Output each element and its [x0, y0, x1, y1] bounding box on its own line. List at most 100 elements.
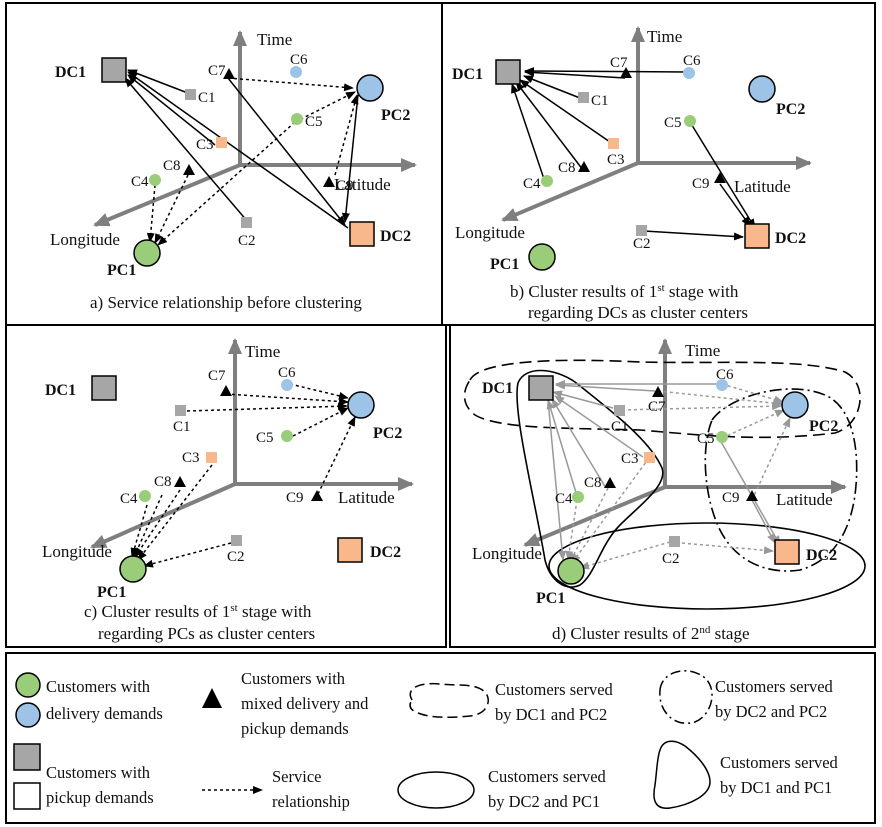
- c9-node: [714, 172, 726, 183]
- c9-label: C9: [336, 178, 354, 194]
- legend-border: [5, 652, 876, 824]
- c7-node: [220, 385, 232, 396]
- c9-node: [746, 490, 758, 501]
- c7-label: C7: [208, 63, 226, 79]
- c2-label: C2: [238, 233, 256, 249]
- dc1-node: [91, 375, 117, 401]
- legend-tri-text1: Customers with: [241, 669, 346, 688]
- c6-node: [281, 379, 293, 391]
- c4-label: C4: [555, 491, 573, 507]
- c6-label: C6: [290, 52, 308, 68]
- c5-label: C5: [305, 114, 323, 130]
- longitude-axis: [501, 161, 639, 222]
- legend-white-square: [13, 782, 41, 810]
- caption-b-line2: regarding DCs as cluster centers: [528, 303, 748, 322]
- latitude-label: Latitude: [338, 488, 395, 507]
- c2-node: [241, 217, 252, 228]
- time-label: Time: [257, 30, 292, 49]
- legend: Customers with delivery demands Customer…: [13, 669, 839, 811]
- pc2-node: [748, 75, 776, 103]
- longitude-axis: [93, 163, 241, 227]
- c5-label: C5: [697, 431, 715, 447]
- longitude-label: Longitude: [42, 542, 112, 561]
- legend-green-text2: delivery demands: [46, 704, 163, 723]
- legend-green-circle: [15, 672, 41, 698]
- c4-node: [139, 490, 151, 502]
- dc2-node: [349, 221, 375, 247]
- latitude-label: Latitude: [776, 490, 833, 509]
- c1-label: C1: [198, 90, 216, 106]
- legend-shape-text2: by DC1 and PC1: [720, 778, 832, 797]
- dc2-node: [774, 539, 800, 565]
- pc2-node: [347, 391, 375, 419]
- c4-node: [149, 174, 161, 186]
- dc1-node: [495, 59, 521, 85]
- panel-c: Time Latitude Longitude DC1 PC2 DC2 PC1 …: [42, 338, 414, 643]
- panel-d-border: [449, 324, 876, 648]
- c6-node: [716, 379, 728, 391]
- cluster-dc2-pc1: [548, 522, 866, 610]
- caption-a: a) Service relationship before clusterin…: [90, 293, 362, 312]
- c3-node: [216, 137, 227, 148]
- legend-closed-shape: [653, 740, 711, 809]
- c3-node: [206, 452, 217, 463]
- cluster-dc1-pc2: [463, 359, 861, 439]
- pc1-node: [133, 239, 161, 267]
- dc2-label: DC2: [370, 544, 401, 561]
- c5-node: [281, 430, 293, 442]
- panel-a: Time Latitude Longitude DC1 PC2 DC2 PC1 …: [50, 30, 417, 312]
- legend-gray-square: [13, 743, 41, 771]
- panel-b: Time Latitude Longitude DC1 PC2 DC2 PC1 …: [452, 26, 812, 322]
- caption-c-line2: regarding PCs as cluster centers: [98, 624, 315, 643]
- cluster-dc1-pc1: [516, 369, 664, 588]
- legend-dash-text1: Customers served: [495, 680, 614, 699]
- c3-label: C3: [196, 137, 214, 153]
- dc1-node: [101, 57, 127, 83]
- service-arrows: [511, 67, 756, 241]
- c3-label: C3: [182, 450, 200, 466]
- c4-label: C4: [120, 491, 138, 507]
- dc1-label: DC1: [55, 64, 86, 81]
- legend-sq-text1: Customers with: [46, 763, 151, 782]
- c7-label: C7: [648, 399, 666, 415]
- c1-label: C1: [611, 419, 629, 435]
- legend-dashdot-text2: by DC2 and PC2: [715, 702, 827, 721]
- legend-dashed-shape: [409, 682, 489, 718]
- legend-dashdot-text1: Customers served: [715, 677, 834, 696]
- pc2-label: PC2: [373, 425, 402, 442]
- c3-label: C3: [607, 152, 625, 168]
- c8-label: C8: [163, 158, 181, 174]
- c2-node: [669, 536, 680, 547]
- c2-node: [231, 535, 242, 546]
- panel-c-border: [5, 324, 447, 648]
- dc2-label: DC2: [806, 547, 837, 564]
- c6-label: C6: [716, 367, 734, 383]
- longitude-label: Longitude: [455, 223, 525, 242]
- pc2-label: PC2: [776, 101, 805, 118]
- time-label: Time: [685, 341, 720, 360]
- legend-triangle-icon: [202, 688, 222, 708]
- pc1-label: PC1: [97, 584, 126, 601]
- c4-label: C4: [131, 174, 149, 190]
- legend-tri-text3: pickup demands: [241, 719, 349, 738]
- c5-node: [716, 431, 728, 443]
- panel-d: Time Latitude Longitude: [463, 338, 866, 643]
- c5-label: C5: [256, 430, 274, 446]
- legend-dash-text2: by DC1 and PC2: [495, 705, 607, 724]
- service-arrows-dashed: [565, 383, 791, 570]
- time-label: Time: [647, 27, 682, 46]
- c4-label: C4: [523, 176, 541, 192]
- dc1-label: DC1: [452, 66, 483, 83]
- dc1-label: DC1: [482, 380, 513, 397]
- c1-label: C1: [173, 419, 191, 435]
- c9-label: C9: [692, 176, 710, 192]
- service-arrows: [130, 383, 356, 568]
- c2-label: C2: [633, 236, 651, 252]
- c1-node: [614, 405, 625, 416]
- c8-node: [174, 476, 186, 487]
- c8-node: [604, 477, 616, 488]
- pc2-label: PC2: [809, 418, 838, 435]
- caption-b-line1: b) Cluster results of 1st stage with: [510, 282, 739, 301]
- c4-node: [541, 175, 553, 187]
